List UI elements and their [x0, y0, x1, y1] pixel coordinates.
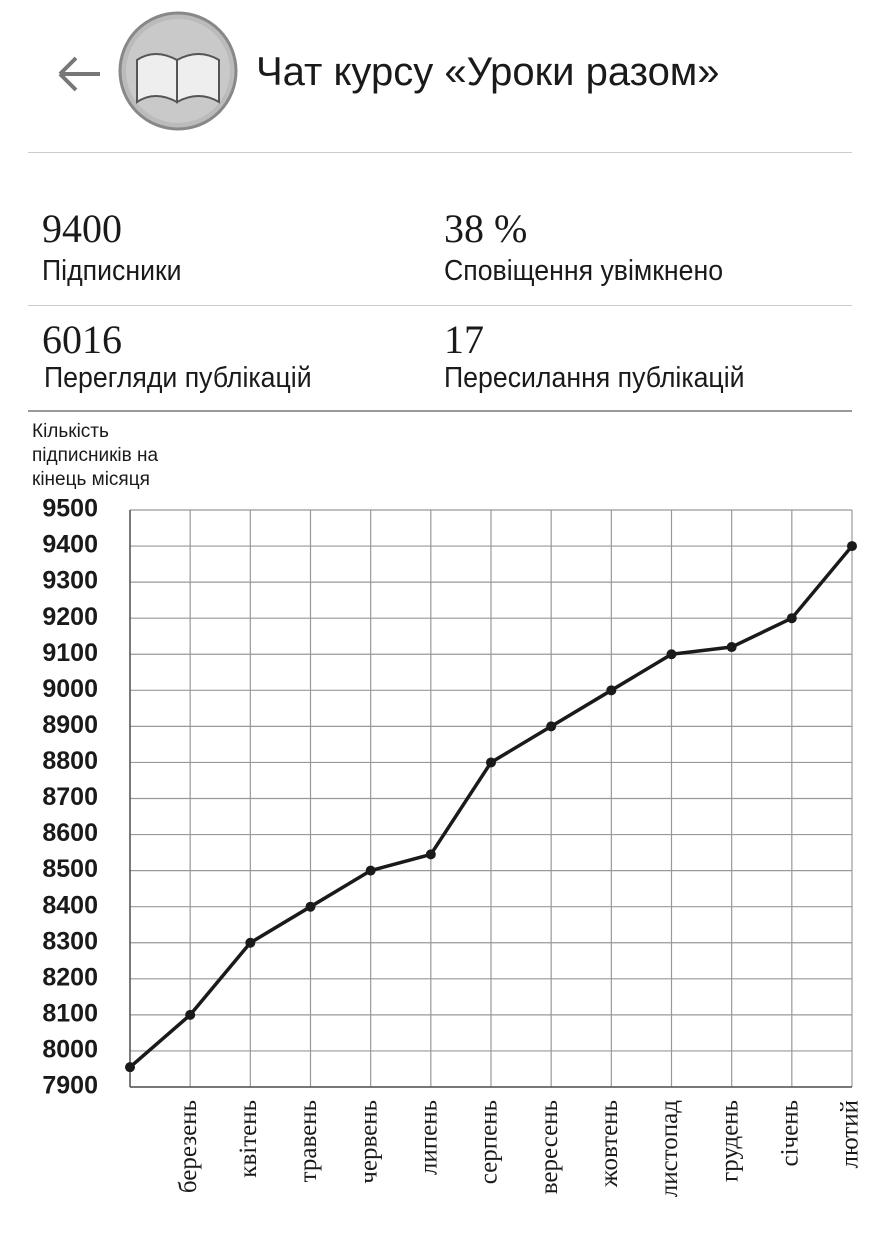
chat-title: Чат курсу «Уроки разом»: [256, 50, 720, 94]
data-point: [546, 721, 557, 732]
x-tick-label: жовтень: [596, 1100, 623, 1188]
data-point: [666, 649, 677, 660]
stat-value: 6016: [42, 317, 122, 362]
data-point: [125, 1062, 135, 1073]
stat-label: Сповіщення увімкнено: [444, 255, 724, 287]
data-point: [786, 613, 797, 624]
data-point: [305, 901, 316, 912]
x-tick-label: березень: [175, 1100, 202, 1193]
y-tick-label: 9200: [42, 603, 98, 631]
y-tick-label: 8400: [42, 891, 98, 919]
x-tick-label: вересень: [536, 1100, 563, 1194]
header-icons: [58, 56, 100, 92]
x-tick-label: травень: [295, 1100, 322, 1182]
data-point: [847, 541, 857, 552]
avatar: [118, 11, 238, 131]
x-tick-label: лютий: [837, 1100, 864, 1169]
data-point: [606, 685, 617, 696]
data-point: [425, 849, 436, 860]
y-tick-label: 9300: [42, 567, 98, 595]
y-axis-label: Кількість підписників на кінець місяця: [32, 421, 159, 490]
y-tick-label: 9100: [42, 639, 98, 667]
divider: [28, 152, 852, 153]
stat-value: 9400: [42, 206, 122, 251]
data-point: [486, 757, 496, 768]
stat-label: Пересилання публікацій: [444, 362, 745, 394]
back-arrow[interactable]: [58, 56, 100, 92]
y-tick-label: 8600: [42, 819, 98, 847]
y-tick-label: 8900: [42, 711, 98, 739]
x-tick-label: липень: [416, 1100, 443, 1175]
y-tick-label: 8300: [42, 927, 98, 955]
y-tick-label: 7900: [42, 1072, 98, 1100]
x-tick-label: грудень: [716, 1100, 743, 1182]
x-tick-label: січень: [777, 1100, 804, 1167]
y-tick-label: 8500: [42, 855, 98, 883]
data-point: [245, 937, 256, 948]
divider: [28, 305, 852, 306]
data-point: [185, 1009, 196, 1020]
y-tick-label: 8800: [42, 747, 98, 775]
data-point: [726, 642, 737, 653]
x-tick-label: серпень: [476, 1100, 503, 1184]
y-tick-label: 8000: [42, 1036, 98, 1064]
data-point: [365, 865, 376, 876]
x-tick-label: червень: [355, 1100, 382, 1184]
y-tick-label: 8700: [42, 783, 98, 811]
stat-value: 38 %: [444, 206, 528, 251]
y-tick-label: 9400: [42, 531, 98, 559]
x-tick-label: листопад: [656, 1100, 683, 1198]
stat-label: Перегляди публікацій: [44, 362, 312, 394]
y-tick-label: 8200: [42, 963, 98, 991]
y-tick-label: 9000: [42, 675, 98, 703]
y-tick-label: 9500: [42, 495, 98, 523]
stat-value: 17: [444, 317, 484, 362]
stat-label: Підписники: [42, 255, 182, 287]
divider: [28, 410, 852, 412]
x-tick-label: квітень: [235, 1100, 262, 1178]
y-tick-label: 8100: [42, 999, 98, 1027]
